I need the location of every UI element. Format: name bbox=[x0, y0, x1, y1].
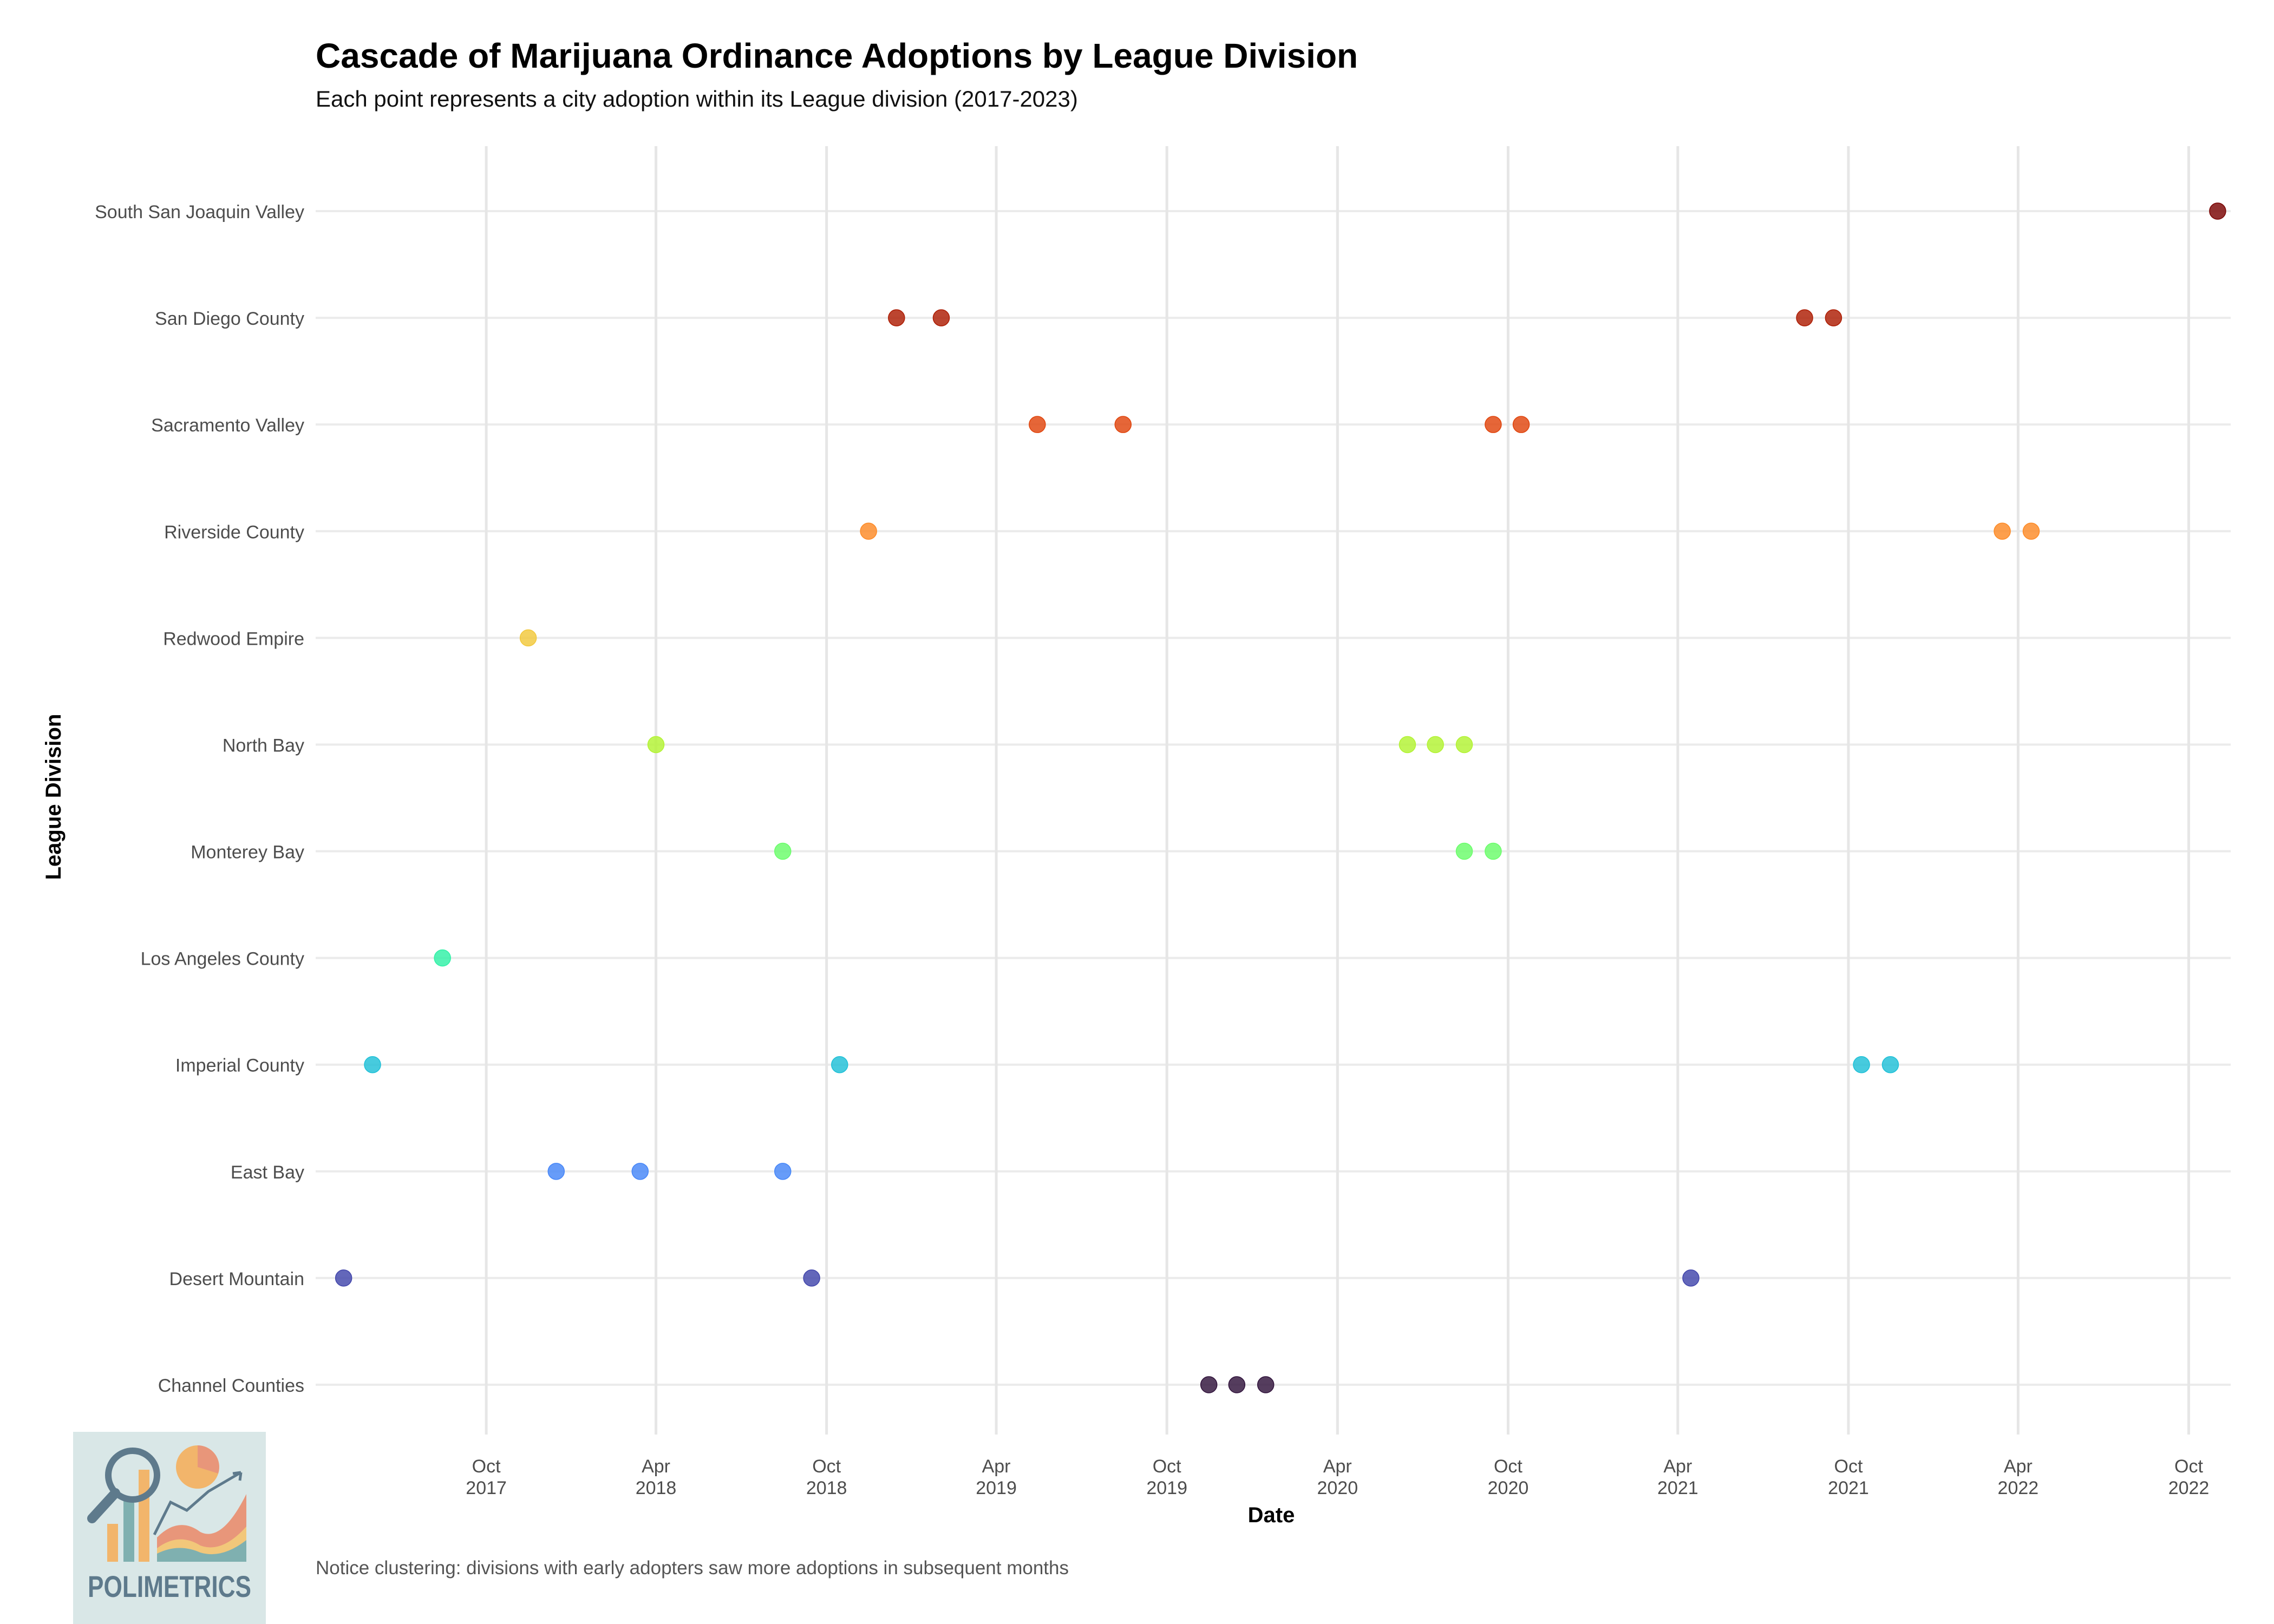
point-riverside-county bbox=[860, 522, 877, 540]
point-monterey-bay bbox=[1485, 842, 1502, 860]
point-north-bay bbox=[1427, 736, 1444, 754]
y-tick-riverside-county: Riverside County bbox=[164, 522, 304, 542]
logo-bar-2 bbox=[123, 1499, 134, 1562]
x-tick-month: Apr bbox=[982, 1456, 1011, 1477]
logo-trend-line bbox=[153, 1471, 242, 1536]
point-channel-counties bbox=[1200, 1376, 1218, 1393]
y-tick-sacramento-valley: Sacramento Valley bbox=[151, 415, 304, 436]
x-tick-month: Oct bbox=[1834, 1456, 1863, 1477]
y-tick-south-san-joaquin-valley: South San Joaquin Valley bbox=[95, 202, 304, 222]
point-east-bay bbox=[774, 1163, 792, 1180]
chart-caption: Notice clustering: divisions with early … bbox=[316, 1557, 1069, 1579]
y-tick-imperial-county: Imperial County bbox=[175, 1056, 304, 1076]
x-tick-year: 2021 bbox=[1828, 1478, 1869, 1498]
point-san-diego-county bbox=[888, 309, 905, 326]
x-tick-labels: Oct2017Apr2018Oct2018Apr2019Oct2019Apr20… bbox=[466, 1456, 2209, 1498]
x-tick-month: Apr bbox=[1323, 1456, 1352, 1477]
y-tick-los-angeles-county: Los Angeles County bbox=[141, 949, 304, 970]
point-riverside-county bbox=[1994, 522, 2011, 540]
point-desert-mountain bbox=[803, 1269, 820, 1287]
point-east-bay bbox=[547, 1163, 565, 1180]
point-north-bay bbox=[647, 736, 665, 754]
x-tick-year: 2018 bbox=[636, 1478, 677, 1498]
x-tick-month: Apr bbox=[1663, 1456, 1692, 1477]
point-sacramento-valley bbox=[1485, 416, 1502, 433]
x-axis-title: Date bbox=[1248, 1503, 1295, 1527]
point-san-diego-county bbox=[932, 309, 950, 326]
point-monterey-bay bbox=[774, 842, 792, 860]
x-tick-month: Apr bbox=[642, 1456, 670, 1477]
x-tick-month: Oct bbox=[2174, 1456, 2203, 1477]
chart-title: Cascade of Marijuana Ordinance Adoptions… bbox=[316, 36, 1358, 75]
logo-text: POLIMETRICS bbox=[88, 1569, 251, 1603]
point-san-diego-county bbox=[1825, 309, 1842, 326]
point-redwood-empire bbox=[519, 629, 537, 647]
x-tick-year: 2019 bbox=[976, 1478, 1017, 1498]
x-tick-year: 2019 bbox=[1146, 1478, 1187, 1498]
point-sacramento-valley bbox=[1114, 416, 1132, 433]
point-riverside-county bbox=[2022, 522, 2040, 540]
point-monterey-bay bbox=[1455, 842, 1473, 860]
point-north-bay bbox=[1399, 736, 1416, 754]
point-channel-counties bbox=[1257, 1376, 1275, 1393]
y-axis-title: League Division bbox=[42, 714, 66, 880]
logo-bar-1 bbox=[107, 1524, 118, 1562]
y-tick-north-bay: North Bay bbox=[223, 735, 304, 756]
logo-bar-3 bbox=[139, 1470, 149, 1562]
point-sacramento-valley bbox=[1512, 416, 1530, 433]
logo-area-chart-3 bbox=[157, 1540, 246, 1562]
point-sacramento-valley bbox=[1029, 416, 1046, 433]
point-imperial-county bbox=[1881, 1056, 1899, 1073]
x-tick-year: 2017 bbox=[466, 1478, 507, 1498]
y-tick-monterey-bay: Monterey Bay bbox=[191, 842, 304, 863]
y-tick-san-diego-county: San Diego County bbox=[155, 309, 304, 329]
x-tick-year: 2018 bbox=[806, 1478, 847, 1498]
x-tick-year: 2022 bbox=[2168, 1478, 2210, 1498]
point-imperial-county bbox=[831, 1056, 848, 1073]
x-tick-year: 2020 bbox=[1488, 1478, 1529, 1498]
x-tick-year: 2020 bbox=[1317, 1478, 1358, 1498]
x-tick-month: Apr bbox=[2004, 1456, 2033, 1477]
point-los-angeles-county bbox=[434, 949, 451, 967]
point-channel-counties bbox=[1228, 1376, 1246, 1393]
magnifier-handle bbox=[87, 1488, 120, 1523]
y-tick-channel-counties: Channel Counties bbox=[158, 1376, 304, 1396]
point-desert-mountain bbox=[335, 1269, 352, 1287]
point-imperial-county bbox=[364, 1056, 381, 1073]
magnifier-icon bbox=[105, 1448, 160, 1503]
point-north-bay bbox=[1455, 736, 1473, 754]
y-tick-east-bay: East Bay bbox=[231, 1162, 304, 1183]
y-tick-desert-mountain: Desert Mountain bbox=[169, 1269, 304, 1289]
point-south-san-joaquin-valley bbox=[2209, 202, 2226, 220]
data-points bbox=[335, 202, 2226, 1393]
point-desert-mountain bbox=[1682, 1269, 1700, 1287]
x-tick-year: 2021 bbox=[1657, 1478, 1698, 1498]
logo-arrow-head bbox=[232, 1471, 243, 1481]
y-tick-redwood-empire: Redwood Empire bbox=[163, 628, 304, 649]
x-tick-month: Oct bbox=[1153, 1456, 1181, 1477]
x-tick-month: Oct bbox=[472, 1456, 501, 1477]
chart-subtitle: Each point represents a city adoption wi… bbox=[316, 86, 1078, 112]
x-tick-year: 2022 bbox=[1998, 1478, 2039, 1498]
grid-layer bbox=[316, 146, 2231, 1435]
x-tick-month: Oct bbox=[812, 1456, 841, 1477]
y-tick-labels: Channel Counties Desert Mountain East Bay I… bbox=[95, 202, 304, 1396]
point-imperial-county bbox=[1853, 1056, 1870, 1073]
x-tick-month: Oct bbox=[1494, 1456, 1522, 1477]
polimetrics-logo: POLIMETRICS bbox=[73, 1432, 266, 1624]
point-east-bay bbox=[631, 1163, 649, 1180]
point-san-diego-county bbox=[1796, 309, 1813, 326]
logo-pie-slice bbox=[198, 1445, 219, 1474]
